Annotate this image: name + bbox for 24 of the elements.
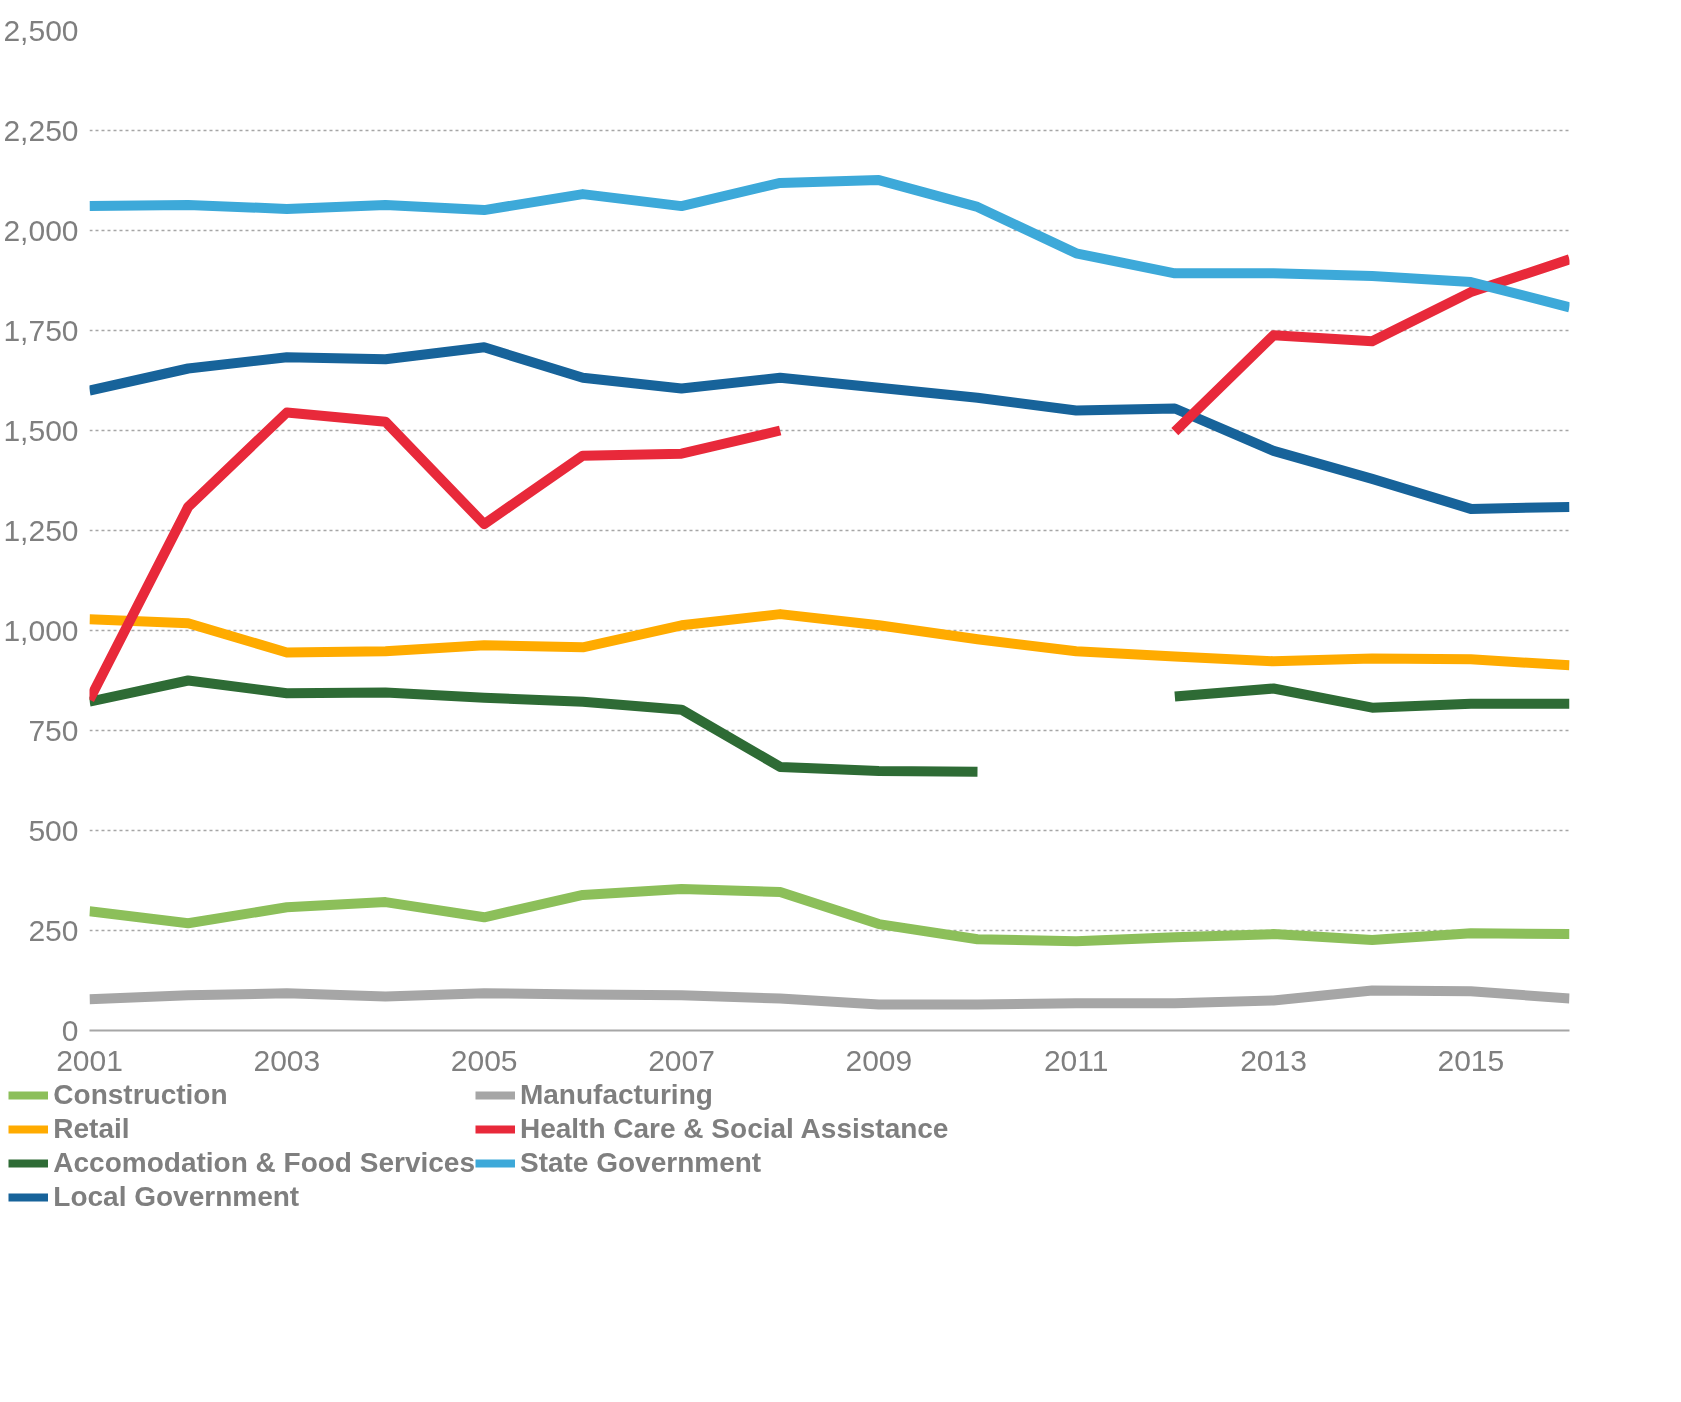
y-tick-label: 1,500: [3, 413, 79, 447]
y-tick-label: 750: [28, 713, 79, 747]
legend-label: Health Care & Social Assistance: [519, 1112, 949, 1146]
y-tick-label: 2,000: [3, 213, 79, 247]
x-tick-label: 2009: [845, 1043, 913, 1077]
x-tick-label: 2011: [1043, 1043, 1109, 1077]
legend-label: Local Government: [53, 1180, 300, 1214]
y-tick-label: 1,750: [3, 313, 79, 347]
x-tick-label: 2015: [1437, 1043, 1505, 1077]
y-tick-label: 500: [28, 813, 79, 847]
legend-label: Retail: [53, 1112, 130, 1146]
legend-label: State Government: [519, 1146, 762, 1180]
legend-label: Manufacturing: [519, 1078, 713, 1112]
y-tick-label: 1,250: [3, 513, 79, 547]
x-tick-label: 2013: [1240, 1043, 1307, 1077]
legend-label: Accomodation & Food Services: [53, 1146, 475, 1180]
x-tick-label: 2005: [450, 1043, 518, 1077]
y-tick-label: 2,500: [3, 13, 79, 47]
legend-label: Construction: [53, 1078, 228, 1112]
y-tick-label: 1,000: [3, 613, 79, 647]
x-tick-label: 2003: [253, 1043, 321, 1077]
y-tick-label: 2,250: [3, 113, 79, 147]
x-tick-label: 2007: [648, 1043, 715, 1077]
y-tick-label: 250: [28, 913, 79, 947]
